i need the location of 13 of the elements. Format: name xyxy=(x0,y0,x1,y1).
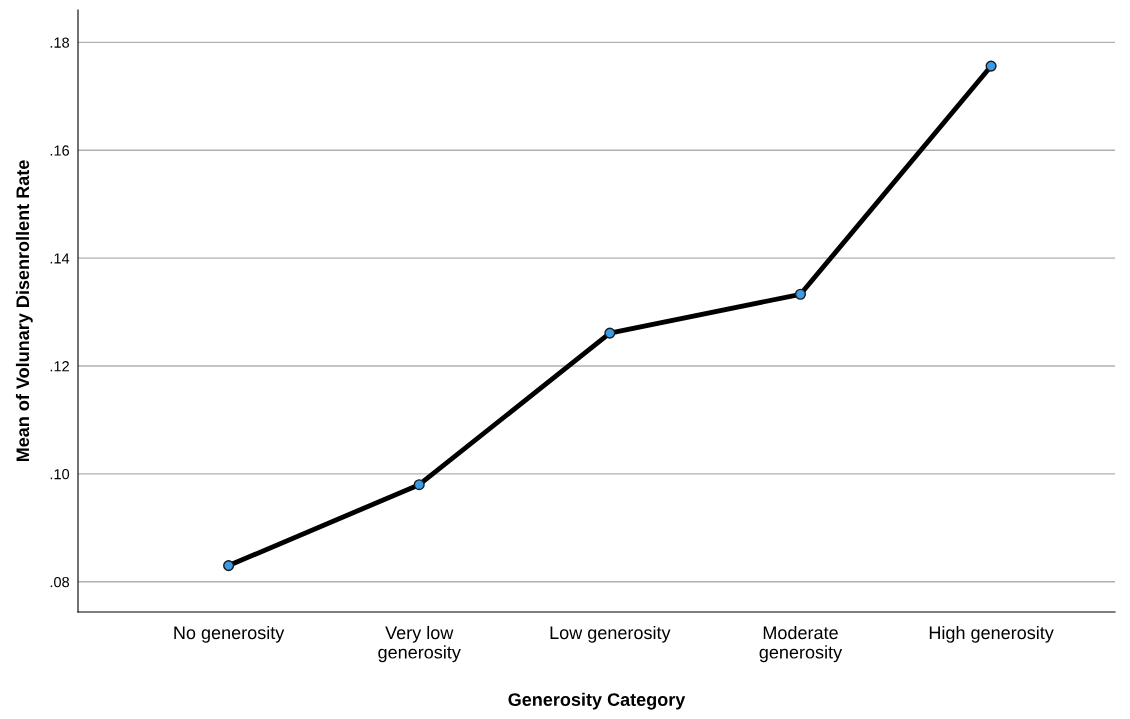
x-tick-label: High generosity xyxy=(929,625,1054,643)
y-tick-label: .14 xyxy=(50,253,70,264)
x-tick-label: Low generosity xyxy=(550,625,671,643)
x-tick-label: Moderate generosity xyxy=(759,625,843,663)
y-tick-label: .08 xyxy=(50,576,70,588)
x-tick-label: Very low generosity xyxy=(378,625,461,663)
y-tick-label: .18 xyxy=(50,37,70,48)
y-tick-label: .10 xyxy=(50,469,70,480)
y-axis-title: Mean of Volunary Disenrollent Rate xyxy=(15,160,33,462)
x-tick-label: No generosity xyxy=(174,625,285,643)
y-tick-label: .16 xyxy=(50,145,70,156)
x-axis-title: Generosity Category xyxy=(508,692,686,710)
y-tick-label: .12 xyxy=(50,361,69,372)
